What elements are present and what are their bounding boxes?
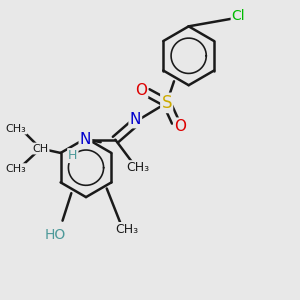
- Text: CH₃: CH₃: [126, 161, 149, 174]
- Text: CH₃: CH₃: [6, 124, 26, 134]
- Text: CH₃: CH₃: [5, 164, 26, 174]
- Text: N: N: [130, 112, 141, 127]
- Text: N: N: [80, 132, 91, 147]
- Text: O: O: [135, 83, 147, 98]
- Text: S: S: [161, 94, 172, 112]
- Text: Cl: Cl: [232, 9, 245, 23]
- Text: CH₃: CH₃: [116, 223, 139, 236]
- Text: O: O: [174, 118, 186, 134]
- Text: CH: CH: [32, 143, 49, 154]
- Text: HO: HO: [45, 228, 66, 242]
- Text: H: H: [68, 149, 77, 162]
